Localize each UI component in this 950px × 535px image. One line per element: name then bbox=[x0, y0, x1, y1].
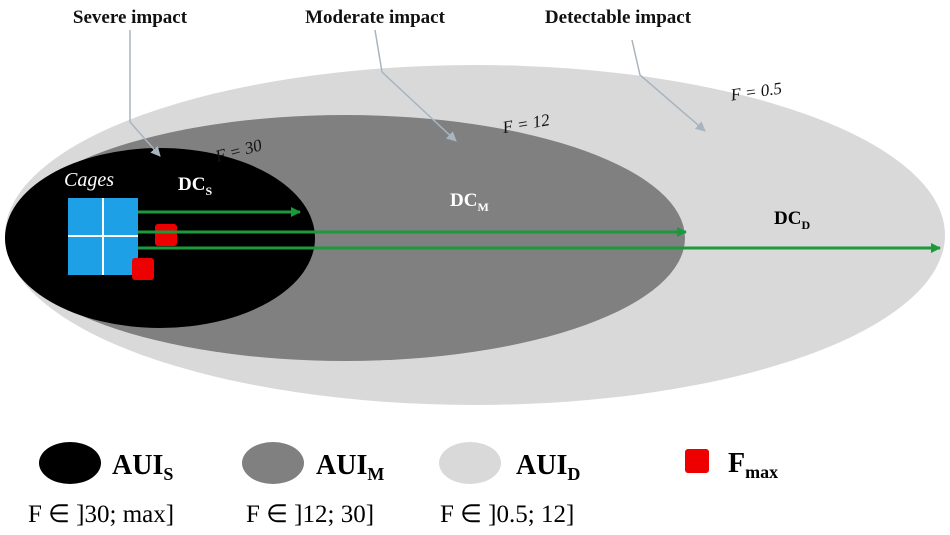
legend-range: F ∈ ]12; 30] bbox=[246, 501, 374, 528]
legend-sub: M bbox=[367, 464, 384, 484]
zone-label-main: DC bbox=[774, 208, 801, 229]
legend-swatch bbox=[39, 442, 101, 484]
boundary-label: F = 0.5 bbox=[728, 79, 783, 105]
callout: Detectable impact bbox=[545, 7, 692, 28]
cages bbox=[68, 198, 138, 275]
legend-main: F bbox=[728, 448, 745, 479]
legend-swatch bbox=[685, 449, 709, 473]
legend-label: AUIS bbox=[112, 450, 173, 484]
legend-sub: D bbox=[567, 464, 580, 484]
zone-label-main: DC bbox=[450, 190, 477, 211]
legend-sub: max bbox=[745, 462, 778, 482]
zone-label-sub: D bbox=[801, 218, 810, 232]
zone-label-sub: M bbox=[477, 200, 488, 214]
legend-main: AUI bbox=[516, 450, 567, 481]
zone-label-sub: S bbox=[205, 184, 212, 198]
cages-label: Cages bbox=[64, 169, 114, 191]
zone-label: DCS bbox=[178, 174, 212, 198]
legend-sub: S bbox=[163, 464, 173, 484]
legend-main: AUI bbox=[316, 450, 367, 481]
zone-label-main: DC bbox=[178, 174, 205, 195]
fmax-marker bbox=[155, 224, 177, 246]
legend-label: AUID bbox=[516, 450, 580, 484]
legend-main: AUI bbox=[112, 450, 163, 481]
callout-line bbox=[129, 30, 161, 157]
legend-label: AUIM bbox=[316, 450, 384, 484]
fmax-marker bbox=[132, 258, 154, 280]
legend-label: Fmax bbox=[728, 448, 778, 482]
callout: Severe impact bbox=[73, 7, 188, 28]
legend-range: F ∈ ]0.5; 12] bbox=[440, 501, 574, 528]
legend-swatch bbox=[242, 442, 304, 484]
callout-line bbox=[631, 39, 706, 132]
legend-swatch bbox=[439, 442, 501, 484]
callout: Moderate impact bbox=[305, 7, 445, 28]
callout-line bbox=[374, 29, 457, 142]
zone-label: DCD bbox=[774, 208, 810, 232]
legend-range: F ∈ ]30; max] bbox=[28, 501, 174, 528]
zone-label: DCM bbox=[450, 190, 489, 214]
